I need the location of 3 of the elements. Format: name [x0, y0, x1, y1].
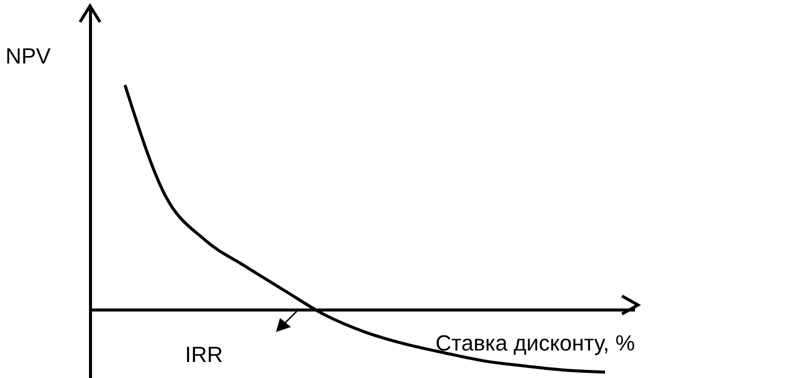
y-axis-title: NPV: [6, 44, 52, 68]
x-axis-title: Ставка дисконту, %: [436, 330, 635, 356]
annotation: IRR: [185, 342, 223, 367]
